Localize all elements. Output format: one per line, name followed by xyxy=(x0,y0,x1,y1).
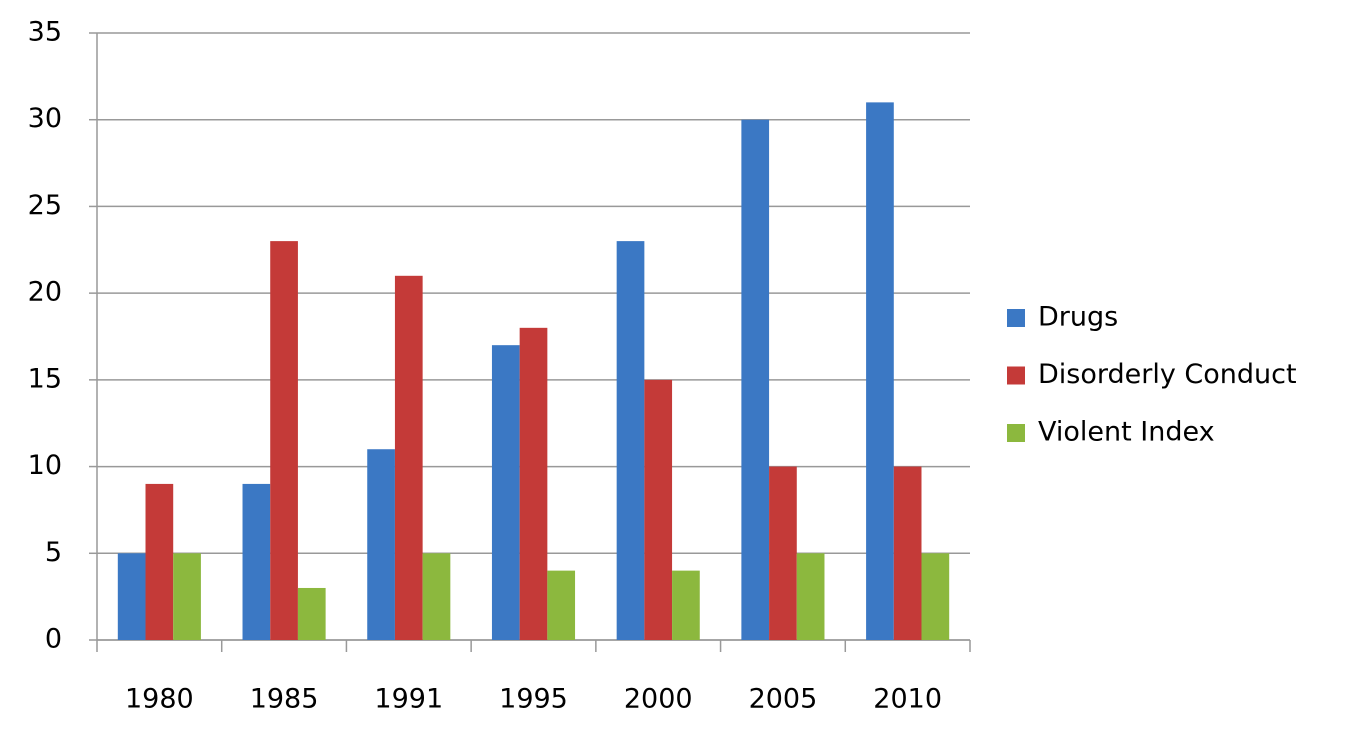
bar xyxy=(741,119,770,640)
bar xyxy=(297,587,326,640)
y-tick-label: 35 xyxy=(28,17,62,48)
y-tick-label: 20 xyxy=(28,277,62,308)
legend-swatch xyxy=(1007,424,1025,442)
bar xyxy=(519,327,548,640)
x-tick-label: 1980 xyxy=(125,684,194,715)
bar xyxy=(491,345,520,640)
bar xyxy=(893,466,922,640)
x-tick-label: 1991 xyxy=(374,684,443,715)
x-tick-label: 1995 xyxy=(499,684,568,715)
y-tick-label: 5 xyxy=(45,537,62,568)
bar xyxy=(672,570,700,640)
bar xyxy=(173,553,201,640)
x-tick-label: 2010 xyxy=(873,684,942,715)
y-tick-label: 10 xyxy=(28,450,62,481)
bar xyxy=(367,449,395,640)
y-tick-label: 0 xyxy=(45,624,62,655)
legend-swatch xyxy=(1007,366,1025,385)
legend-label: Disorderly Conduct xyxy=(1038,359,1297,390)
bar xyxy=(921,553,950,640)
bar xyxy=(270,241,298,640)
bar xyxy=(394,275,423,640)
bar xyxy=(422,553,451,640)
bar xyxy=(796,553,825,640)
y-tick-label: 15 xyxy=(28,363,62,394)
legend-label: Drugs xyxy=(1038,302,1118,333)
bar xyxy=(145,483,174,640)
x-tick-label: 2000 xyxy=(624,684,693,715)
y-tick-label: 25 xyxy=(28,190,62,221)
x-tick-label: 1985 xyxy=(250,684,319,715)
bar xyxy=(616,241,645,640)
bar xyxy=(242,483,271,640)
legend-swatch xyxy=(1007,309,1025,327)
bar xyxy=(117,553,146,640)
legend-label: Violent Index xyxy=(1038,417,1215,448)
bar xyxy=(769,466,797,640)
y-tick-label: 30 xyxy=(28,103,62,134)
bar xyxy=(547,570,576,640)
bar xyxy=(866,102,894,640)
bar xyxy=(644,379,673,640)
x-tick-label: 2005 xyxy=(749,684,818,715)
